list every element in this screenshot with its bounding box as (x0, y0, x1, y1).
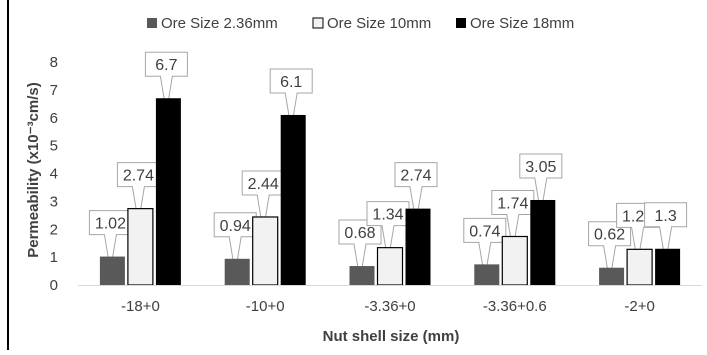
data-label-callout (644, 202, 688, 263)
bar (474, 264, 500, 285)
y-tick-label: 7 (50, 82, 58, 99)
x-tick-label: -18+0 (121, 298, 160, 315)
legend-label: Ore Size 10mm (327, 15, 431, 32)
bar (405, 208, 431, 285)
x-axis: -18+0 -10+0 -3.36+0 -3.36+0.6 -2+0 (78, 285, 702, 315)
bar (376, 247, 404, 286)
data-label: 3.05 (525, 159, 556, 176)
data-label: 0.94 (220, 218, 251, 235)
data-label-callout (394, 162, 438, 223)
legend-label: Ore Size 18mm (470, 15, 574, 32)
data-label: 2.44 (248, 176, 279, 193)
bars (99, 98, 681, 286)
legend-swatch (312, 17, 324, 29)
legend-swatch (147, 18, 157, 28)
x-tick-label: -3.36+0.6 (483, 298, 547, 315)
data-label: 0.74 (469, 223, 500, 240)
bar (655, 248, 681, 285)
data-label: 1.34 (372, 207, 403, 224)
y-tick-label: 0 (50, 277, 58, 294)
y-tick-label: 5 (50, 138, 58, 155)
y-tick-label: 3 (50, 193, 58, 210)
data-label: 1.74 (497, 195, 528, 212)
y-tick-label: 8 (50, 54, 58, 71)
data-label-callout (269, 68, 313, 130)
legend: Ore Size 2.36mm Ore Size 10mm Ore Size 18m… (147, 15, 574, 32)
data-label-callout (463, 217, 507, 279)
bar (501, 235, 528, 286)
data-label-callout (519, 153, 563, 215)
bar (252, 216, 279, 286)
data-label: 2.74 (123, 168, 154, 185)
y-tick-label: 2 (50, 221, 58, 238)
data-label: 6.1 (280, 74, 302, 91)
bar (599, 267, 625, 285)
bar (224, 258, 250, 285)
data-label: 0.68 (344, 225, 375, 242)
x-tick-label: -10+0 (246, 298, 285, 315)
legend-swatch (456, 18, 466, 28)
data-label-callouts: 1.02 2.74 6.7 0.94 2.44 6.1 0.681.34 2.74 0.74 1.… (88, 51, 688, 282)
bar (626, 248, 653, 286)
y-axis-title: Permeability (x10⁻³cm/s) (25, 82, 42, 258)
y-tick-label: 1 (50, 249, 58, 266)
data-label: 1.02 (95, 216, 126, 233)
bar (99, 256, 125, 285)
bar (530, 199, 556, 285)
data-label-callout (144, 51, 188, 113)
data-label: 2.74 (400, 168, 431, 185)
data-label-callout (491, 189, 535, 251)
bar (127, 208, 154, 286)
y-axis: 0 1 2 3 4 5 6 7 8 (50, 54, 58, 294)
data-label-callout (366, 201, 410, 262)
x-axis-title: Nut shell size (mm) (323, 328, 460, 345)
bar (155, 98, 181, 285)
bar (280, 114, 306, 286)
x-tick-label: -2+0 (624, 298, 654, 315)
legend-label: Ore Size 2.36mm (161, 15, 278, 32)
y-tick-label: 4 (50, 166, 58, 183)
bar (349, 266, 375, 285)
data-label: 1.3 (654, 208, 676, 225)
x-tick-label: -3.36+0 (364, 298, 415, 315)
data-label: 6.7 (155, 57, 177, 74)
data-label: 0.62 (594, 227, 625, 244)
y-tick-label: 6 (50, 110, 58, 127)
